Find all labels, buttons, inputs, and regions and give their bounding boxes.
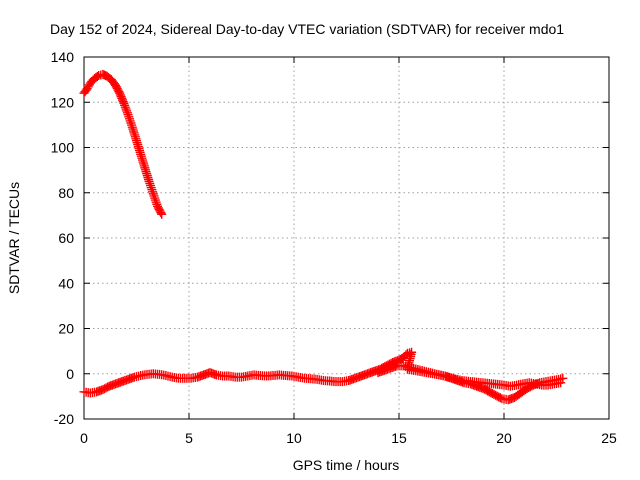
data-point — [126, 118, 136, 128]
y-tick-label: 140 — [51, 49, 75, 65]
data-point — [150, 195, 160, 205]
data-point — [122, 108, 132, 118]
data-point — [156, 208, 166, 218]
y-tick-label: 120 — [51, 94, 75, 110]
x-tick-label: 20 — [496, 430, 512, 446]
x-tick-label: 15 — [391, 430, 407, 446]
x-tick-label: 5 — [185, 430, 193, 446]
x-tick-label: 10 — [286, 430, 302, 446]
x-tick-label: 0 — [80, 430, 88, 446]
data-point — [147, 185, 157, 195]
y-tick-label: 20 — [58, 321, 74, 337]
data-point — [122, 106, 132, 116]
y-axis-label: SDTVAR / TECUs — [6, 182, 22, 294]
chart-title: Day 152 of 2024, Sidereal Day-to-day VTE… — [50, 21, 564, 37]
y-tick-label: 40 — [58, 275, 74, 291]
x-tick-label: 25 — [601, 430, 617, 446]
data-marks — [79, 69, 568, 405]
y-tick-label: 60 — [58, 230, 74, 246]
y-tick-label: 100 — [51, 140, 75, 156]
data-point — [120, 100, 130, 110]
y-tick-label: 80 — [58, 185, 74, 201]
data-point — [83, 82, 93, 92]
y-tick-label: -20 — [54, 411, 74, 427]
data-point — [556, 378, 566, 388]
grid — [84, 57, 609, 419]
data-point — [157, 209, 167, 219]
data-point — [558, 373, 568, 383]
y-tick-label: 0 — [66, 366, 74, 382]
data-point — [82, 84, 92, 94]
axis-ticks — [83, 56, 610, 420]
x-axis-label: GPS time / hours — [293, 457, 400, 473]
tick-labels: 0 5 10 15 20 25 -20 0 20 40 60 80 100 120 140 — [51, 49, 617, 446]
